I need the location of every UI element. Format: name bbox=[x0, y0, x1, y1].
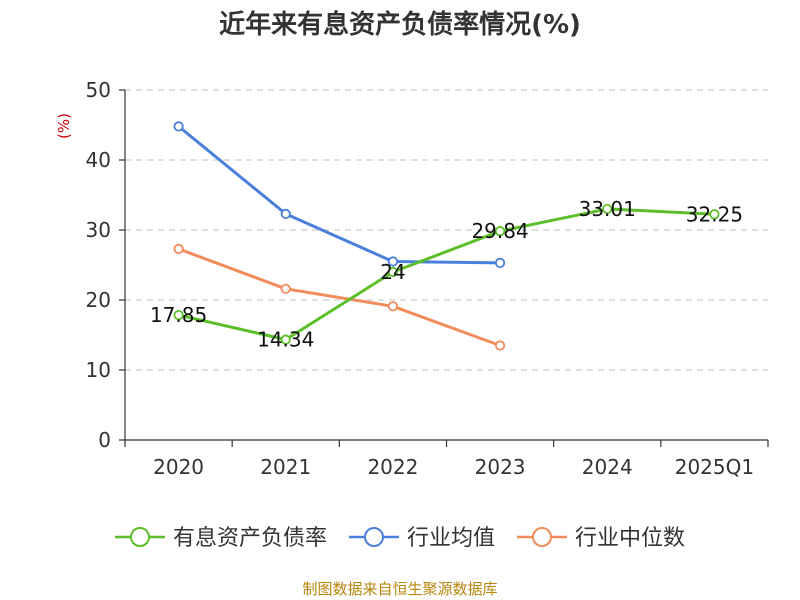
series-line bbox=[177, 207, 716, 342]
x-tick-label: 2020 bbox=[153, 455, 204, 479]
legend-item-2: 行业中位数 bbox=[517, 526, 685, 551]
series-line bbox=[177, 247, 502, 347]
legend-swatch-marker bbox=[364, 527, 384, 547]
data-point bbox=[494, 226, 506, 237]
data-point bbox=[387, 266, 399, 278]
data-label: 17.85 bbox=[150, 303, 207, 327]
data-label: 24 bbox=[380, 260, 405, 284]
y-tick-label: 40 bbox=[86, 148, 111, 172]
legend-item-1: 行业均值 bbox=[349, 526, 495, 551]
legend: 有息资产负债率 行业均值 行业中位数 bbox=[115, 526, 685, 551]
data-label: 14.34 bbox=[257, 328, 314, 352]
data-point bbox=[280, 208, 291, 219]
data-label: 29.84 bbox=[471, 219, 528, 243]
series-layer bbox=[173, 121, 720, 351]
y-axis-unit: (%) bbox=[55, 113, 73, 139]
data-point bbox=[280, 334, 291, 345]
data-label: 32.25 bbox=[686, 202, 743, 226]
legend-swatch-marker bbox=[532, 527, 552, 547]
y-tick-label: 30 bbox=[86, 218, 111, 242]
data-point bbox=[602, 203, 613, 215]
data-point bbox=[387, 301, 399, 312]
y-tick-label: 20 bbox=[86, 288, 111, 312]
chart-title: 近年来有息资产负债率情况(%) bbox=[219, 9, 581, 40]
axes: 0 10 20 30 40 50 2020 2021 2022 2023 2024 2025Q1 bbox=[86, 78, 769, 479]
data-point bbox=[173, 309, 184, 321]
series-line bbox=[177, 124, 502, 265]
source-note: 制图数据来自恒生聚源数据库 bbox=[302, 580, 497, 598]
legend-item-0: 有息资产负债率 bbox=[115, 526, 327, 551]
x-tick-label: 2023 bbox=[475, 455, 526, 479]
y-tick-label: 50 bbox=[86, 78, 111, 102]
data-point bbox=[280, 283, 291, 294]
x-tick-label: 2025Q1 bbox=[675, 455, 754, 479]
series-1 bbox=[173, 121, 506, 268]
legend-label: 行业中位数 bbox=[575, 526, 685, 551]
series-2 bbox=[173, 243, 506, 351]
data-point bbox=[173, 121, 184, 132]
data-point bbox=[494, 340, 506, 351]
x-tick-label: 2022 bbox=[367, 455, 418, 479]
y-tick-label: 10 bbox=[86, 358, 111, 382]
legend-swatch-marker bbox=[130, 527, 150, 547]
data-label: 33.01 bbox=[579, 197, 636, 221]
data-point bbox=[709, 209, 720, 220]
data-point bbox=[494, 257, 506, 268]
data-labels: 17.85 14.34 24 29.84 33.01 32.25 bbox=[150, 197, 743, 352]
data-point bbox=[387, 256, 399, 267]
y-tick-label: 0 bbox=[98, 428, 111, 452]
legend-label: 行业均值 bbox=[407, 526, 495, 551]
series-0 bbox=[173, 203, 720, 345]
data-point bbox=[173, 243, 184, 254]
x-tick-label: 2021 bbox=[260, 455, 311, 479]
x-tick-label: 2024 bbox=[582, 455, 633, 479]
grid bbox=[125, 89, 768, 371]
legend-label: 有息资产负债率 bbox=[173, 526, 327, 551]
